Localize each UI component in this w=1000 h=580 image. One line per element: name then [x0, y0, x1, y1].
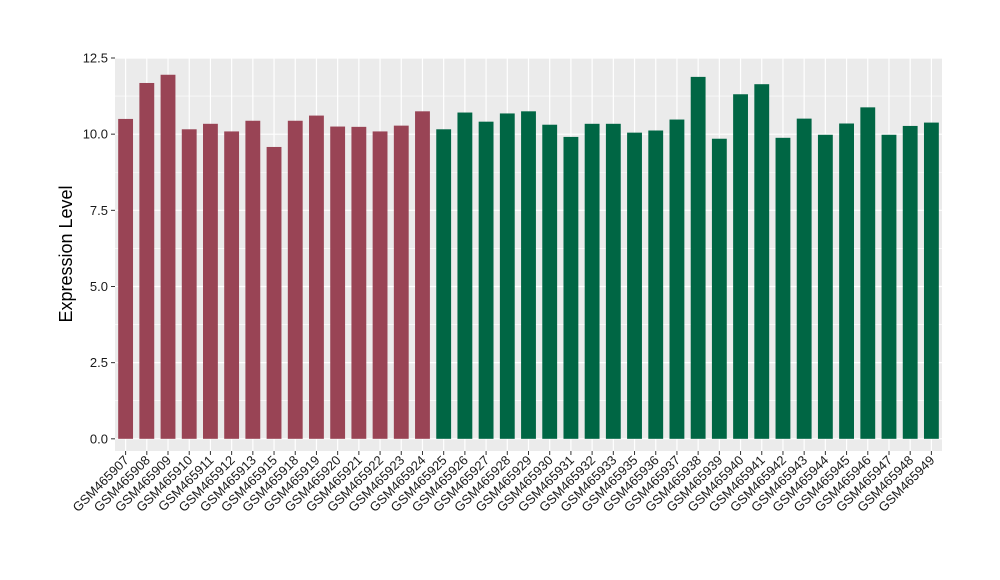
bar: [393, 125, 409, 439]
bar: [372, 131, 388, 439]
bar: [839, 123, 854, 439]
bar: [160, 74, 176, 439]
bar: [860, 107, 876, 439]
bar: [309, 115, 324, 439]
y-axis-title: Expression Level: [56, 185, 76, 322]
bar: [881, 134, 897, 439]
bar: [203, 123, 218, 439]
y-tick-label: 2.5: [90, 355, 108, 370]
bar: [711, 138, 727, 439]
bar: [817, 134, 833, 439]
bar: [669, 119, 685, 439]
bar: [775, 137, 791, 439]
bar: [457, 112, 473, 439]
y-tick-label: 12.5: [83, 51, 108, 66]
bar: [648, 130, 664, 439]
bar: [118, 118, 134, 439]
bar: [266, 146, 282, 439]
bar: [415, 111, 430, 439]
y-tick-label: 7.5: [90, 203, 108, 218]
bar: [478, 121, 494, 439]
bar: [923, 122, 939, 439]
bar: [330, 126, 346, 439]
bar: [521, 111, 536, 439]
y-tick-label: 0.0: [90, 431, 108, 446]
bar: [436, 129, 452, 439]
y-tick-label: 10.0: [83, 127, 108, 142]
bar: [584, 123, 600, 439]
bar: [754, 84, 770, 439]
x-axis: GSM465907GSM465908GSM465909GSM465910GSM4…: [69, 451, 938, 515]
bar: [605, 123, 621, 439]
bar: [902, 125, 918, 439]
bar: [499, 113, 515, 439]
bar: [139, 82, 155, 439]
y-axis: 0.0 2.5 5.0 7.5 10.0 12.5: [83, 51, 115, 446]
bar: [627, 132, 642, 439]
bar: [351, 126, 367, 439]
bar: [245, 120, 261, 439]
bar: [796, 118, 812, 439]
bar: [224, 131, 240, 439]
bar: [542, 124, 558, 439]
bar: [733, 94, 748, 439]
bar: [690, 76, 706, 439]
bar: [287, 120, 303, 439]
y-tick-label: 5.0: [90, 279, 108, 294]
bars: [118, 74, 939, 439]
bar: [181, 129, 197, 439]
bar: [563, 136, 579, 439]
